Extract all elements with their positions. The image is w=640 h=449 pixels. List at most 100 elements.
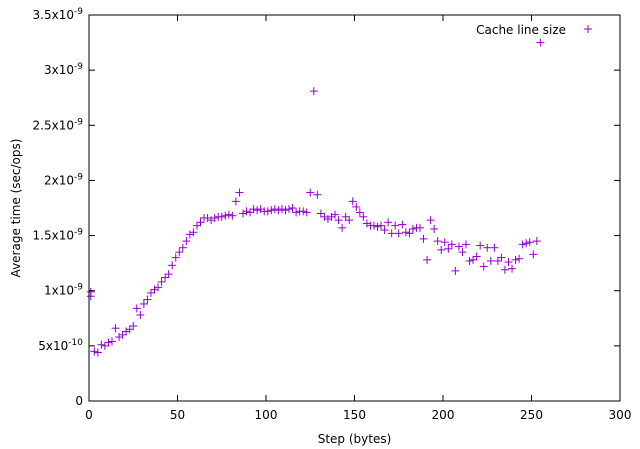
data-point <box>161 273 170 282</box>
y-tick-label-mantissa: 0 <box>75 394 83 408</box>
y-axis-label: Average time (sec/ops) <box>9 139 23 278</box>
y-tick-label-exponent: -10 <box>68 338 83 348</box>
data-point <box>157 277 166 286</box>
y-tick-label-exponent: -9 <box>74 7 83 17</box>
y-tick-label: 2x10-9 <box>44 172 83 187</box>
data-point <box>479 262 488 271</box>
data-point <box>309 87 318 96</box>
y-tick-label: 2.5x10-9 <box>33 117 84 132</box>
data-point <box>299 207 308 216</box>
data-point <box>221 211 230 220</box>
data-point <box>164 270 173 279</box>
data-point <box>369 221 378 230</box>
legend-entry-label: Cache line size <box>476 23 566 37</box>
data-point <box>515 254 524 263</box>
data-point <box>352 202 361 211</box>
data-point <box>277 205 286 214</box>
data-point <box>104 338 113 347</box>
y-tick-label-mantissa: 3x10 <box>44 63 74 77</box>
x-tick-label: 250 <box>520 408 543 422</box>
data-point <box>267 206 276 215</box>
data-point <box>348 197 357 206</box>
legend-marker <box>584 25 592 33</box>
data-point <box>306 188 315 197</box>
data-point <box>341 212 350 221</box>
data-point <box>532 237 541 246</box>
y-tick-label-mantissa: 5x10 <box>38 339 68 353</box>
data-point <box>274 206 283 215</box>
data-point <box>437 245 446 254</box>
data-point <box>377 221 386 230</box>
data-point <box>458 248 467 257</box>
data-point <box>476 241 485 250</box>
y-tick-label-exponent: -9 <box>74 172 83 182</box>
y-tick-label-mantissa: 1.5x10 <box>33 229 74 243</box>
x-axis-ticks: 0 50 100 150 200 250 300 <box>85 15 631 422</box>
data-point <box>93 348 102 357</box>
y-tick-label-exponent: -9 <box>74 117 83 127</box>
data-point <box>143 295 152 304</box>
data-point <box>373 222 382 231</box>
data-point <box>525 238 534 247</box>
data-point <box>359 212 368 221</box>
data-point <box>132 304 141 313</box>
data-point <box>426 216 435 225</box>
data-point <box>454 242 463 251</box>
y-tick-label: 0 <box>75 394 83 408</box>
data-point <box>486 256 495 265</box>
data-point <box>235 188 244 197</box>
data-point <box>415 223 424 232</box>
data-point <box>334 216 343 225</box>
data-point <box>210 213 219 222</box>
data-point <box>108 337 117 346</box>
x-tick-label: 0 <box>85 408 93 422</box>
y-tick-label: 3x10-9 <box>44 62 83 77</box>
data-point <box>192 221 201 230</box>
data-point <box>285 205 294 214</box>
legend: Cache line size <box>476 23 592 37</box>
data-point <box>451 266 460 275</box>
data-point <box>387 229 396 238</box>
x-tick-label: 150 <box>343 408 366 422</box>
data-point <box>118 330 127 339</box>
data-point <box>253 206 262 215</box>
data-point <box>86 287 95 296</box>
x-tick-label: 50 <box>170 408 185 422</box>
data-point <box>391 221 400 230</box>
data-point <box>178 243 187 252</box>
legend-marker-symbol <box>584 25 592 33</box>
x-tick-label: 300 <box>609 408 632 422</box>
data-point <box>447 240 456 249</box>
data-point <box>419 234 428 243</box>
data-point <box>483 243 492 252</box>
y-tick-label-mantissa: 2.5x10 <box>33 118 74 132</box>
data-point <box>529 250 538 259</box>
y-tick-label-mantissa: 1x10 <box>44 284 74 298</box>
data-point <box>224 210 233 219</box>
data-point <box>384 218 393 227</box>
y-tick-label-exponent: -9 <box>74 283 83 293</box>
data-point <box>423 255 432 264</box>
data-point <box>338 223 347 232</box>
data-point <box>394 229 403 238</box>
y-tick-label-mantissa: 3.5x10 <box>33 8 74 22</box>
data-point <box>508 264 517 273</box>
data-point <box>518 240 527 249</box>
data-point <box>440 238 449 247</box>
data-point <box>217 212 226 221</box>
data-point <box>292 208 301 217</box>
data-point <box>380 226 389 235</box>
data-point <box>111 324 120 333</box>
data-points <box>86 38 545 357</box>
data-point <box>129 322 138 331</box>
data-point <box>228 211 237 220</box>
data-point <box>97 340 106 349</box>
y-tick-label-exponent: -9 <box>74 228 83 238</box>
y-axis-ticks: 05x10-101x10-91.5x10-92x10-92.5x10-93x10… <box>33 7 620 408</box>
y-tick-label-exponent: -9 <box>74 62 83 72</box>
data-point <box>270 205 279 214</box>
data-point <box>511 255 520 264</box>
data-point <box>462 240 471 249</box>
data-point <box>433 237 442 246</box>
